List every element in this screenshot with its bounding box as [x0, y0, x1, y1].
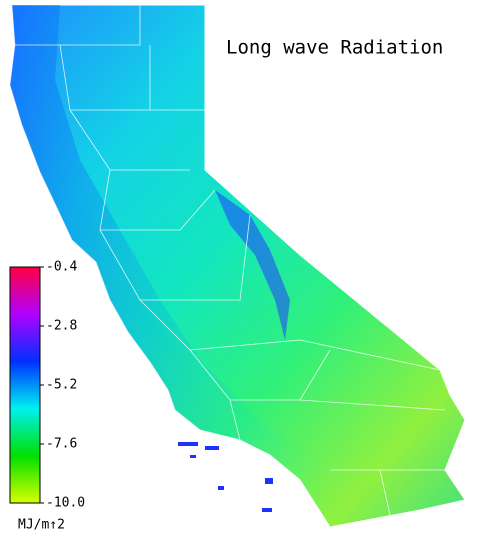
colorbar-scale	[9, 266, 41, 504]
state-shape	[9, 4, 466, 528]
coast-shade	[10, 5, 330, 527]
colorbar-tick-label: -2.8	[46, 319, 77, 334]
colorbar-unit: MJ/m↑2	[18, 518, 65, 533]
colorbar-tick-label: -0.4	[46, 260, 77, 275]
california	[9, 4, 466, 528]
sierra-band	[215, 190, 290, 340]
colorbar: -0.4 -2.8 -5.2 -7.6 -10.0 MJ/m↑2	[9, 260, 85, 533]
county-lines	[15, 5, 460, 516]
map-title: Long wave Radiation	[226, 37, 443, 59]
colorbar-tick-label: -10.0	[46, 496, 85, 511]
colorbar-tick-label: -5.2	[46, 378, 77, 393]
colorbar-tick-label: -7.6	[46, 437, 77, 452]
islands	[178, 442, 273, 512]
